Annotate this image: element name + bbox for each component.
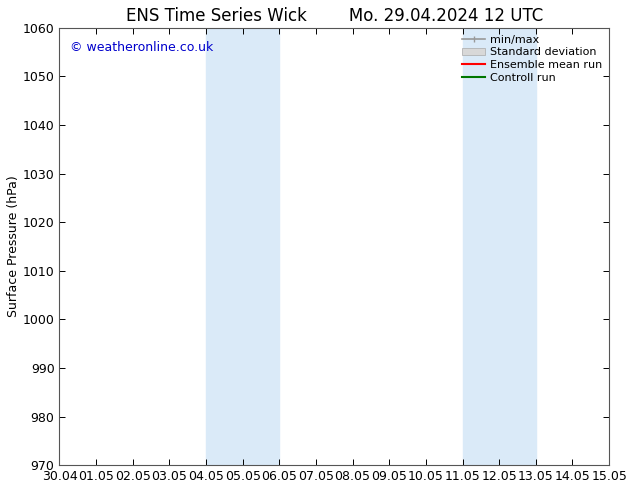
Text: © weatheronline.co.uk: © weatheronline.co.uk — [70, 41, 214, 54]
Y-axis label: Surface Pressure (hPa): Surface Pressure (hPa) — [7, 176, 20, 318]
Title: ENS Time Series Wick        Mo. 29.04.2024 12 UTC: ENS Time Series Wick Mo. 29.04.2024 12 U… — [126, 7, 543, 25]
Bar — [206, 28, 280, 465]
Bar — [463, 28, 536, 465]
Legend: min/max, Standard deviation, Ensemble mean run, Controll run: min/max, Standard deviation, Ensemble me… — [459, 31, 605, 86]
